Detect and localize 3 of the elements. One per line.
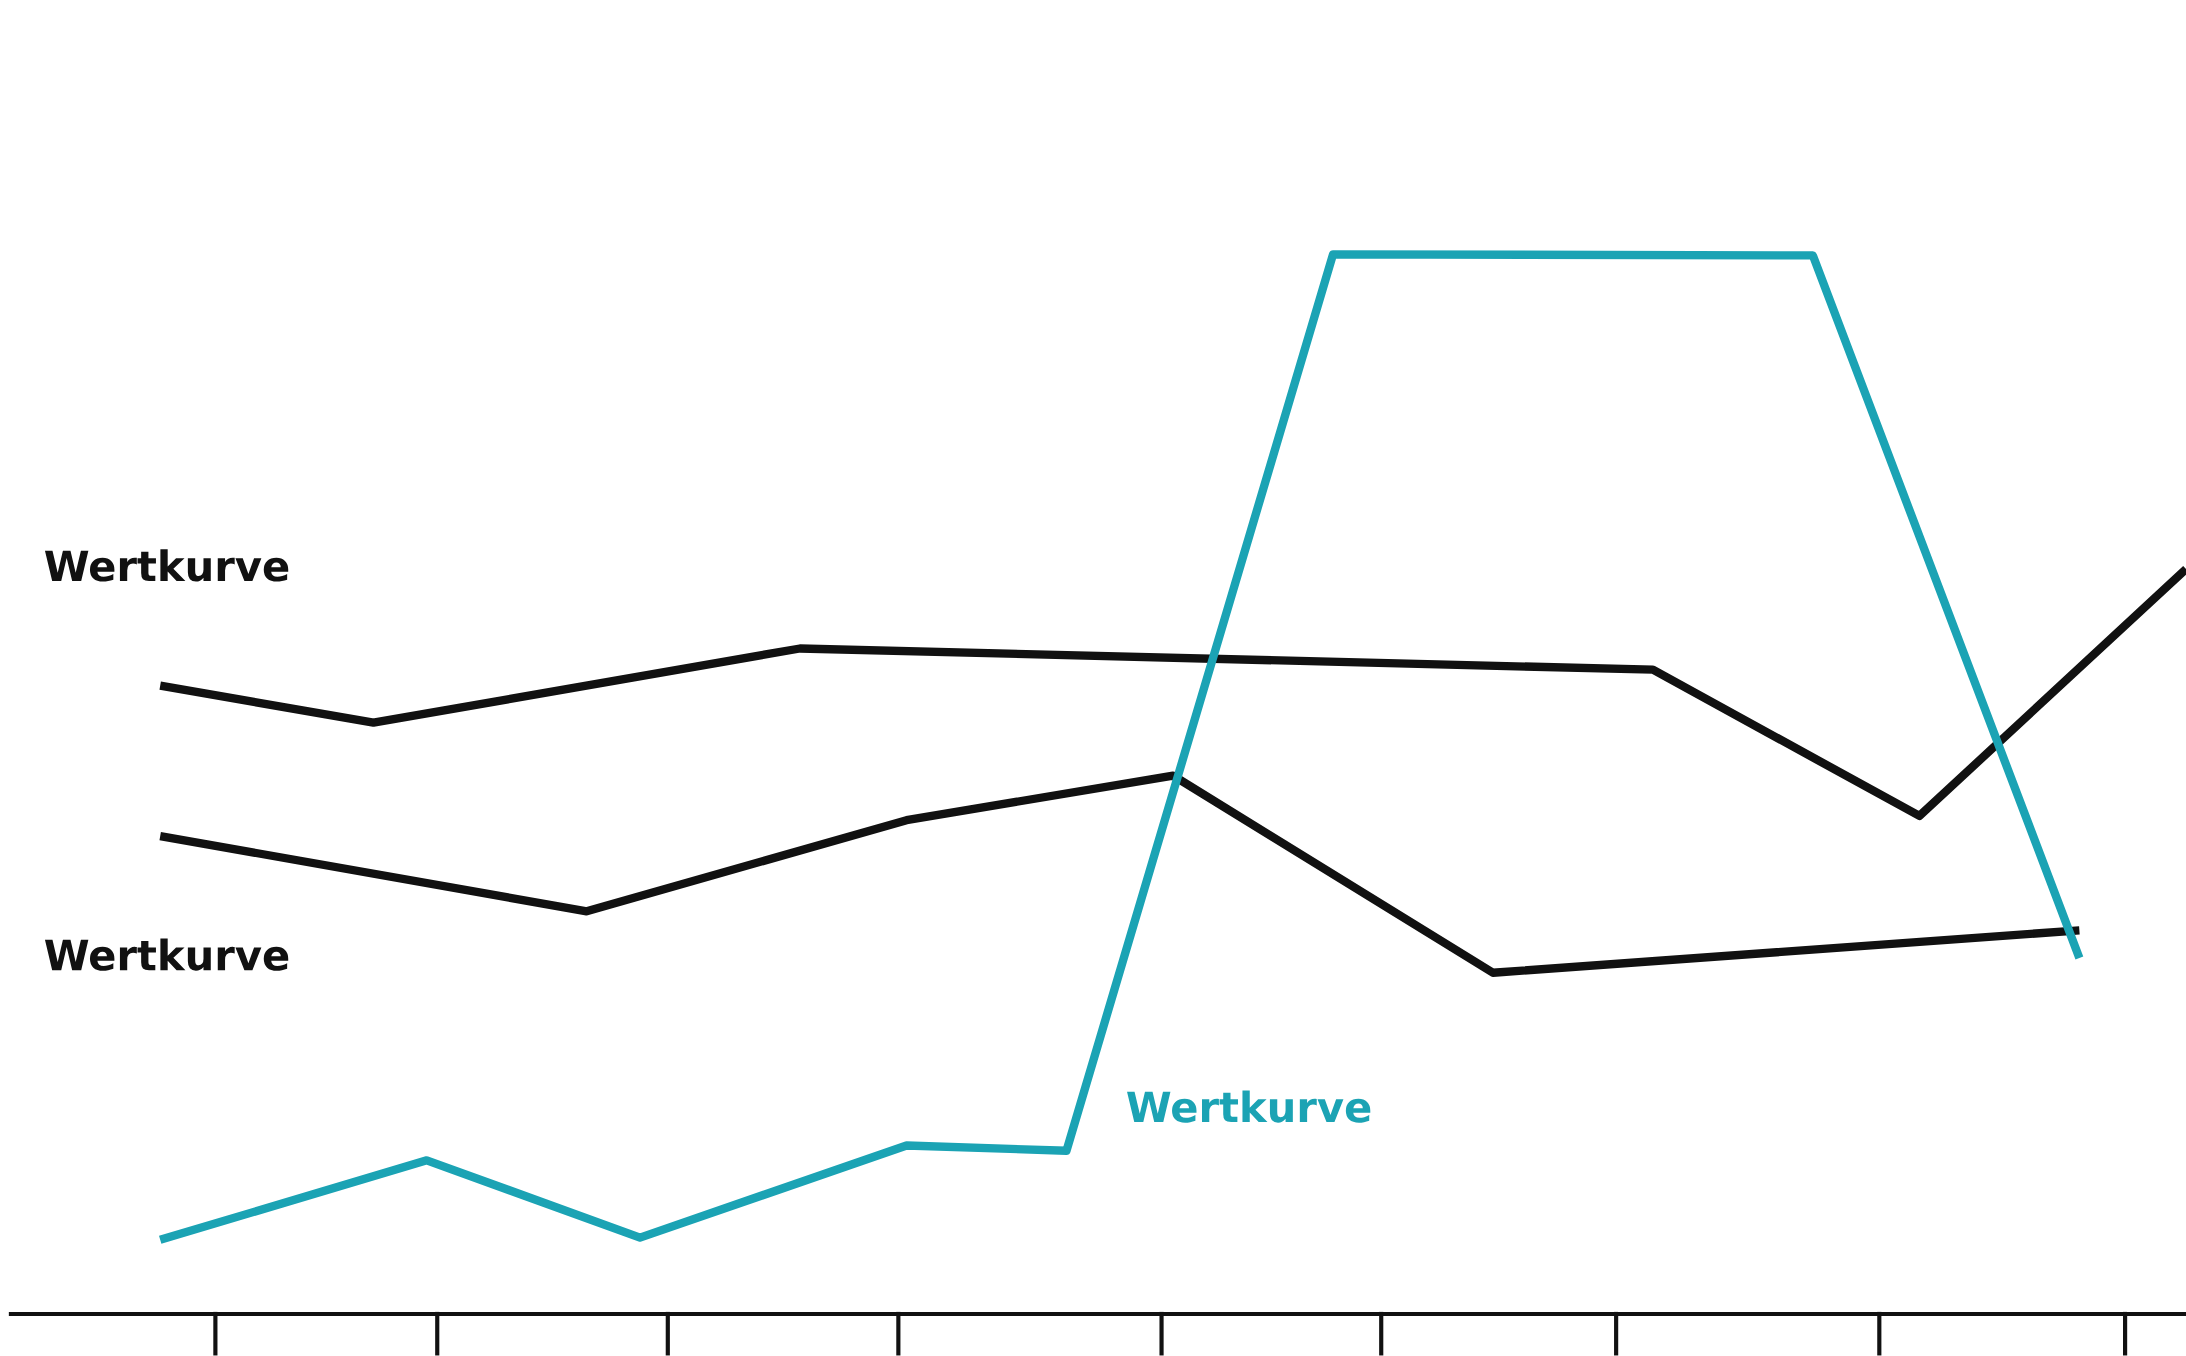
series-label: Wertkurve bbox=[44, 938, 289, 971]
series-label: Wertkurve bbox=[1127, 1090, 1371, 1123]
text: Wertkurve bbox=[44, 549, 289, 582]
